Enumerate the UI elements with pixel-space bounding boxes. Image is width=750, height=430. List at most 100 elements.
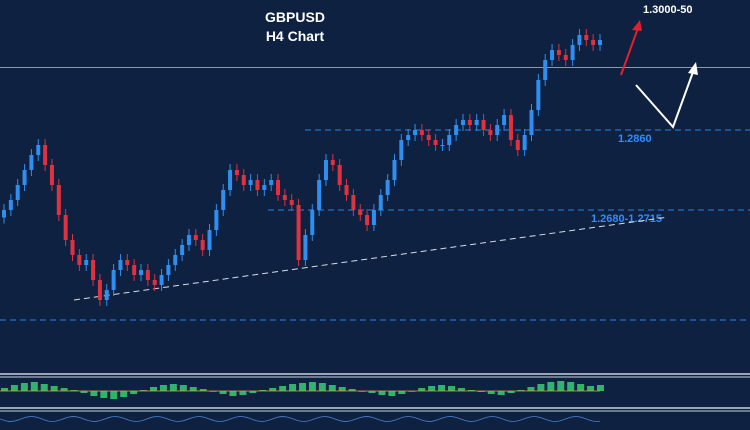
candle-body	[36, 145, 41, 155]
candle-body	[406, 135, 411, 140]
trendline	[73, 217, 666, 301]
projection-path	[635, 71, 694, 129]
candle-body	[289, 200, 294, 205]
candle-body	[221, 190, 226, 210]
candle-body	[330, 160, 335, 165]
candle-body	[241, 175, 246, 185]
indicator-bar	[328, 385, 336, 391]
candle-body	[228, 170, 233, 190]
candle-body	[454, 125, 459, 135]
projection-arrowhead	[688, 62, 698, 75]
candle-body	[508, 115, 513, 140]
candle-body	[495, 125, 500, 135]
bullish-arrowhead	[632, 20, 642, 31]
candle-body	[255, 180, 260, 190]
indicator-bar	[338, 387, 346, 391]
indicator-bar	[438, 385, 446, 391]
candle-body	[296, 205, 301, 260]
indicator-bar	[299, 383, 306, 391]
candle-body	[8, 200, 13, 210]
indicator-bar	[120, 391, 128, 397]
candle-body	[419, 130, 424, 135]
indicator-bar	[40, 384, 48, 391]
indicator-bar	[130, 391, 138, 394]
candle-body	[310, 210, 315, 235]
candle-body	[276, 180, 281, 195]
candle-body	[173, 255, 178, 265]
candle-body	[282, 195, 287, 200]
indicator-bar	[448, 386, 455, 391]
candle-body	[91, 260, 96, 280]
indicator-bar	[20, 383, 28, 391]
level-label: 1.2680-1.2715	[591, 213, 662, 225]
indicator-bar	[587, 386, 595, 391]
candle-body	[214, 210, 219, 230]
target-level-label: 1.3000-50	[643, 4, 693, 16]
candle-body	[502, 115, 507, 125]
candle-body	[536, 80, 541, 110]
candle-body	[303, 235, 308, 260]
candle-body	[139, 270, 144, 275]
candle-body	[392, 160, 397, 180]
indicator-bar	[229, 391, 237, 396]
indicator-bar	[418, 388, 426, 391]
candle-body	[180, 245, 185, 255]
candle-body	[371, 210, 376, 225]
candle-body	[84, 260, 89, 265]
indicator-bar	[269, 388, 277, 391]
indicator-bar	[10, 385, 18, 391]
candle-body	[248, 180, 253, 185]
indicator-bar	[577, 384, 585, 391]
candle-body	[481, 120, 486, 130]
indicator-bar	[398, 391, 406, 394]
indicator-bar	[289, 384, 297, 391]
chart-subtitle: H4 Chart	[266, 28, 325, 44]
candle-body	[556, 50, 561, 55]
indicator-bar	[30, 382, 38, 391]
indicator-bar	[60, 388, 68, 391]
candle-body	[63, 215, 68, 240]
indicator-bar	[467, 390, 475, 391]
indicator-bar	[348, 389, 356, 391]
candle-body	[2, 210, 6, 218]
candle-body	[145, 270, 150, 280]
candle-body	[577, 35, 582, 45]
candle-body	[111, 270, 116, 290]
indicator-bar	[567, 382, 575, 391]
indicator-bar	[318, 383, 326, 391]
indicator-bar	[507, 391, 515, 393]
candle-body	[56, 185, 61, 215]
indicator-bar	[308, 382, 316, 391]
candle-body	[598, 40, 602, 45]
indicator-bar	[1, 388, 8, 391]
candle-body	[262, 185, 267, 190]
indicator-bar	[169, 384, 177, 391]
indicator-bar	[497, 391, 505, 395]
indicator-bar	[140, 390, 148, 391]
indicator-bar	[537, 384, 545, 391]
candle-body	[344, 185, 349, 195]
indicator-bar	[199, 389, 207, 391]
candle-body	[159, 275, 164, 285]
indicator-bar	[100, 391, 108, 398]
candle-body	[152, 280, 157, 285]
candle-body	[193, 235, 198, 240]
candle-body	[200, 240, 205, 250]
indicator-bar	[50, 386, 58, 391]
indicator-bar	[358, 391, 366, 392]
candle-body	[460, 120, 465, 125]
indicator-bar	[150, 387, 157, 391]
indicator-bar	[378, 391, 386, 395]
candle-body	[591, 40, 596, 45]
indicator-bar	[90, 391, 98, 396]
candle-body	[570, 45, 575, 60]
indicator-bar	[70, 390, 78, 391]
candle-body	[323, 160, 328, 180]
candle-body	[70, 240, 75, 255]
indicator-bar	[179, 385, 187, 391]
indicator-bar	[249, 391, 257, 393]
indicator-bar	[209, 391, 217, 392]
candle-body	[351, 195, 356, 210]
level-label: 1.2860	[618, 133, 652, 145]
indicator-bar	[597, 385, 604, 391]
